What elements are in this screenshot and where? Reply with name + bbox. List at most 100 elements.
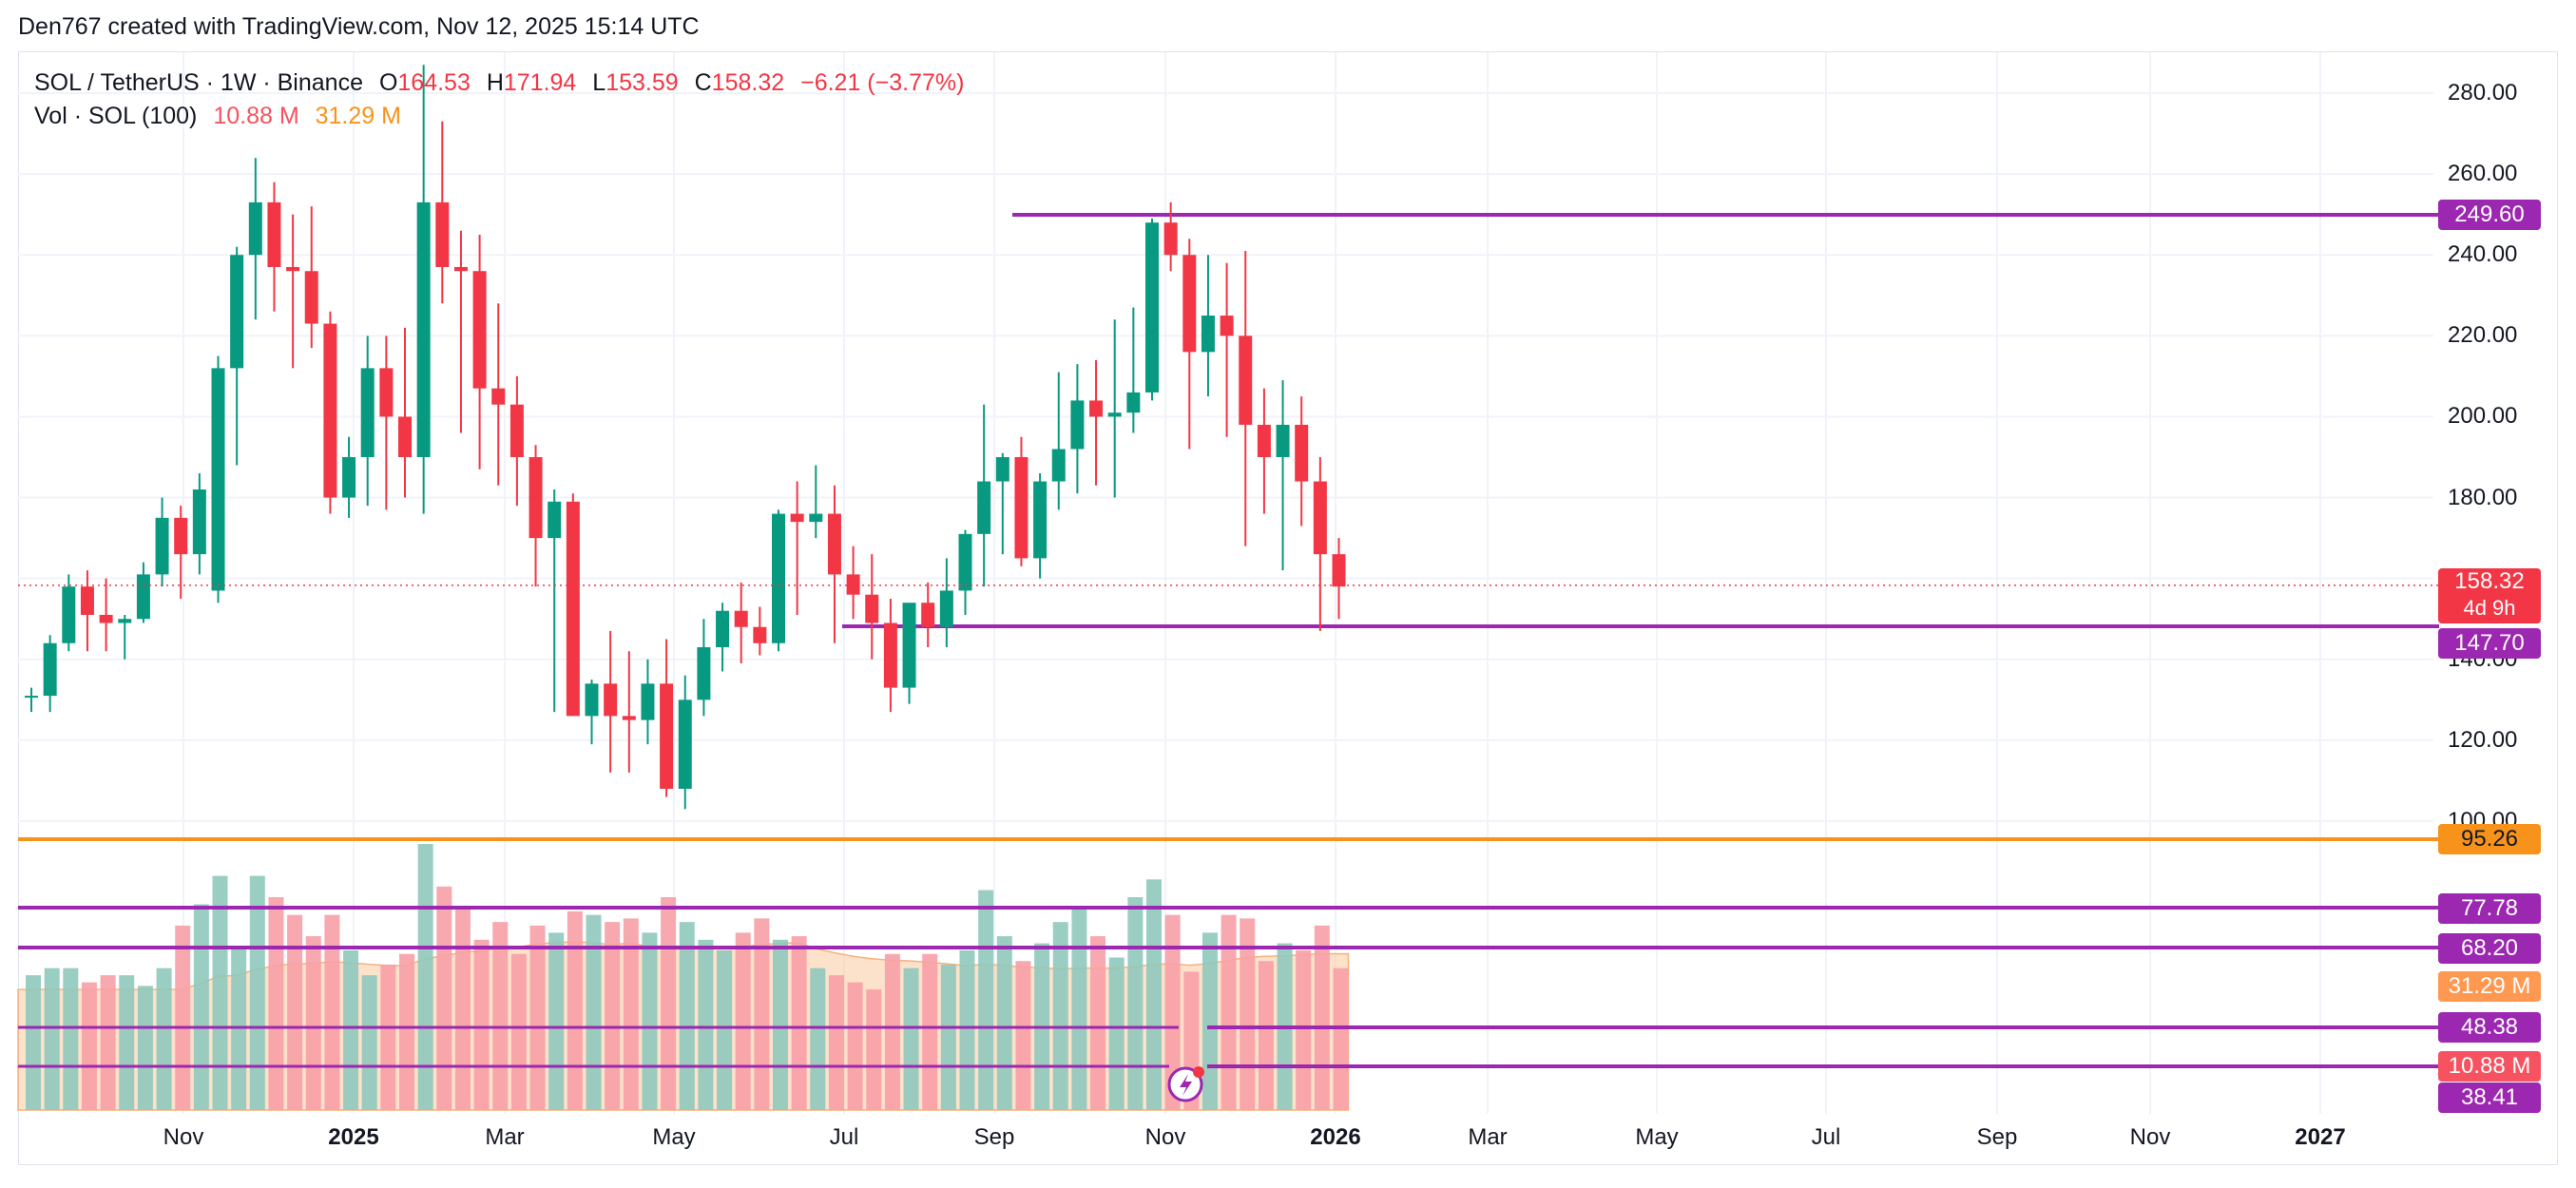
candle-body[interactable]	[585, 683, 599, 717]
candle-body[interactable]	[1070, 400, 1085, 450]
volume-bar	[773, 939, 788, 1110]
candle-body[interactable]	[62, 586, 76, 643]
volume-bar	[305, 936, 321, 1110]
candle-body[interactable]	[118, 619, 132, 623]
candle-body[interactable]	[472, 271, 487, 389]
volume-bar	[586, 914, 602, 1110]
level-price-tag: 48.38	[2438, 1012, 2541, 1043]
candle-body[interactable]	[1332, 554, 1346, 587]
candle-body[interactable]	[360, 368, 375, 457]
candle-body[interactable]	[1295, 424, 1309, 482]
chart-frame[interactable]	[18, 51, 2558, 1165]
volume-bar	[1127, 897, 1144, 1110]
candle-body[interactable]	[1145, 222, 1159, 393]
legend-price-row: SOL / TetherUS · 1W · Binance O164.53 H1…	[34, 67, 964, 100]
volume-bar	[996, 936, 1012, 1110]
volume-bar	[1052, 922, 1068, 1110]
candle-body[interactable]	[772, 513, 785, 643]
candle-body[interactable]	[995, 457, 1009, 482]
legend-volume-row: Vol · SOL (100) 10.88 M 31.29 M	[34, 100, 964, 133]
volume-bar	[884, 953, 900, 1110]
candle-body[interactable]	[548, 501, 562, 539]
candle-body[interactable]	[809, 513, 823, 523]
lightning-icon	[1180, 1074, 1192, 1096]
price-axis-tick: 260.00	[2448, 161, 2518, 187]
candle-body[interactable]	[136, 574, 150, 620]
candle-body[interactable]	[1107, 412, 1122, 417]
candle-body[interactable]	[211, 368, 225, 591]
candle-body[interactable]	[248, 201, 262, 256]
candle-body[interactable]	[977, 481, 991, 534]
volume-bar	[529, 925, 546, 1110]
candle-body[interactable]	[509, 404, 524, 457]
candle-body[interactable]	[697, 647, 711, 700]
candle-body[interactable]	[99, 614, 113, 623]
candle-body[interactable]	[286, 266, 300, 272]
candle-body[interactable]	[1276, 424, 1290, 457]
candle-body[interactable]	[1089, 400, 1104, 417]
volume-bar	[698, 939, 714, 1110]
candle-body[interactable]	[883, 623, 897, 688]
volume-bar	[193, 904, 209, 1110]
candle-body[interactable]	[660, 683, 674, 789]
candle-body[interactable]	[435, 201, 450, 267]
candle-body[interactable]	[678, 699, 692, 789]
candle-body[interactable]	[25, 696, 38, 699]
candle-body[interactable]	[921, 603, 935, 627]
candle-body[interactable]	[453, 266, 468, 272]
candle-body[interactable]	[1163, 222, 1178, 256]
legend-volume-label[interactable]: Vol · SOL (100)	[34, 103, 198, 129]
candle-body[interactable]	[1033, 481, 1048, 559]
volume-bar	[1314, 925, 1330, 1110]
volume-bar	[605, 922, 621, 1110]
candle-body[interactable]	[753, 626, 767, 643]
candle-body[interactable]	[1257, 424, 1271, 457]
candle-body[interactable]	[304, 271, 318, 324]
candle-body[interactable]	[155, 517, 169, 575]
candle-body[interactable]	[416, 201, 431, 457]
candle-body[interactable]	[1182, 255, 1197, 353]
volume-ma-tag: 31.29 M	[2438, 971, 2541, 1002]
candle-body[interactable]	[734, 610, 748, 627]
candle-body[interactable]	[174, 517, 188, 555]
candle-body[interactable]	[846, 574, 860, 595]
legend-symbol[interactable]: SOL / TetherUS · 1W · Binance	[34, 69, 363, 96]
candle-body[interactable]	[379, 368, 394, 417]
candle-body[interactable]	[1014, 457, 1028, 559]
candle-body[interactable]	[267, 201, 281, 267]
candle-body[interactable]	[230, 255, 244, 369]
candle-body[interactable]	[1239, 335, 1253, 425]
candle-body[interactable]	[529, 457, 543, 539]
candle-body[interactable]	[43, 642, 57, 697]
candle-body[interactable]	[1313, 481, 1327, 555]
candle-body[interactable]	[398, 416, 412, 457]
candle-body[interactable]	[1051, 449, 1066, 482]
candle-body[interactable]	[902, 603, 916, 688]
time-axis-tick: Nov	[2129, 1124, 2171, 1150]
candle-body[interactable]	[716, 610, 730, 648]
candle-body[interactable]	[939, 590, 953, 627]
candle-body[interactable]	[790, 513, 804, 523]
candle-body[interactable]	[622, 716, 636, 720]
time-axis-tick: May	[1635, 1124, 1679, 1150]
candle-body[interactable]	[1201, 316, 1215, 353]
candle-body[interactable]	[1126, 392, 1141, 413]
price-axis-tick: 240.00	[2448, 241, 2518, 268]
time-axis-tick: Mar	[485, 1124, 525, 1150]
candle-body[interactable]	[80, 586, 94, 615]
candle-body[interactable]	[323, 323, 337, 498]
candle-body[interactable]	[192, 489, 206, 555]
candle-body[interactable]	[566, 501, 580, 717]
volume-bar	[1258, 961, 1274, 1110]
candle-body[interactable]	[958, 533, 972, 591]
candle-body[interactable]	[865, 594, 879, 623]
candle-body[interactable]	[641, 683, 655, 720]
candle-body[interactable]	[491, 388, 506, 405]
volume-bar	[473, 939, 490, 1110]
candle-body[interactable]	[342, 457, 356, 498]
candle-body[interactable]	[604, 683, 618, 717]
level-price-tag: 95.26	[2438, 824, 2541, 854]
candle-body[interactable]	[1220, 316, 1234, 336]
candle-body[interactable]	[827, 513, 841, 575]
